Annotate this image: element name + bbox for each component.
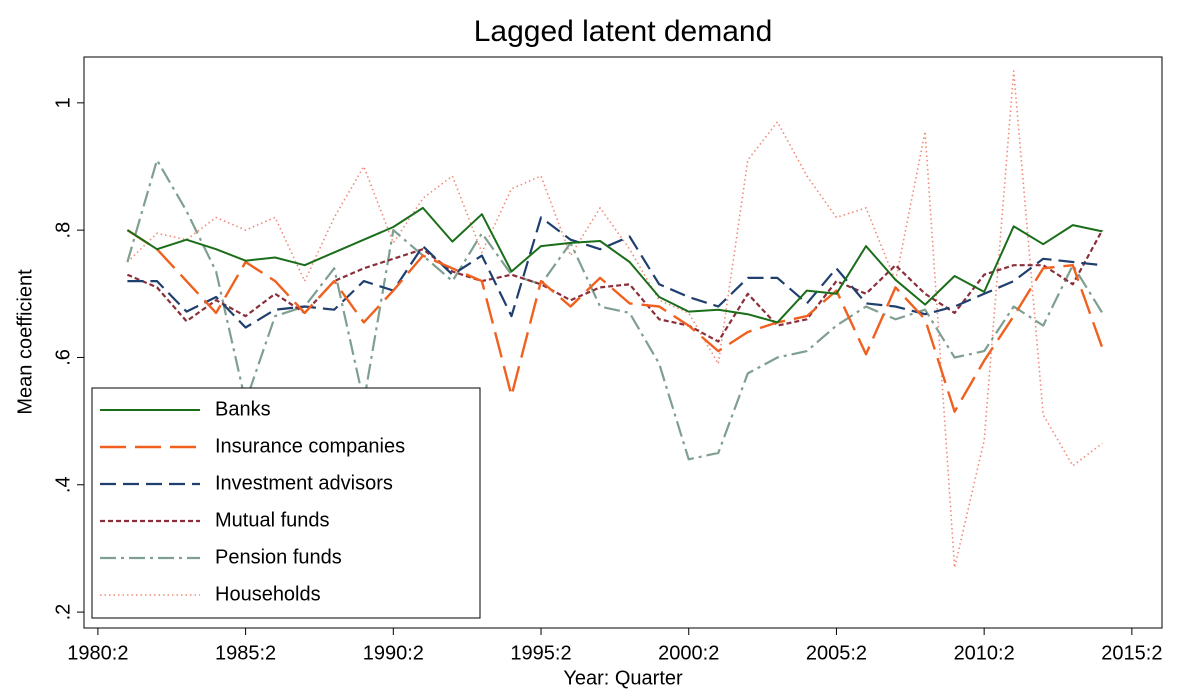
legend: Banks Insurance companies Investment advis… [91,387,481,619]
y-tick-label: 1 [52,97,74,108]
legend-label: Banks [215,398,271,420]
x-tick-label: 2000:2 [658,642,719,664]
legend-label: Insurance companies [215,435,405,457]
y-tick-label: .2 [52,604,74,621]
x-tick-label: 1980:2 [67,642,128,664]
plot-frame [83,56,1163,629]
x-tick-label: 1985:2 [215,642,276,664]
x-axis-label: Year: Quarter [563,667,683,689]
x-tick-label: 1995:2 [510,642,571,664]
series-line [127,216,1103,329]
series-line [126,70,1103,569]
x-tick-label: 1990:2 [363,642,424,664]
legend-label: Mutual funds [215,509,330,531]
x-tick-label: 2015:2 [1101,642,1162,664]
y-tick-label: .8 [52,222,74,239]
x-tick-label: 2005:2 [806,642,867,664]
legend-box [91,387,481,619]
x-tick-label: 2010:2 [954,642,1015,664]
legend-label: Investment advisors [215,472,393,494]
y-tick-label: .6 [52,349,74,366]
series-line [126,206,1103,324]
y-tick-label: .4 [52,476,74,493]
series-line [126,229,1104,343]
y-axis-label: Mean coefficient [14,269,36,415]
series-line [126,229,1104,413]
legend-label: Pension funds [215,546,342,568]
series-line [126,159,1104,461]
chart-title: Lagged latent demand [474,15,773,48]
legend-label: Households [215,583,321,605]
